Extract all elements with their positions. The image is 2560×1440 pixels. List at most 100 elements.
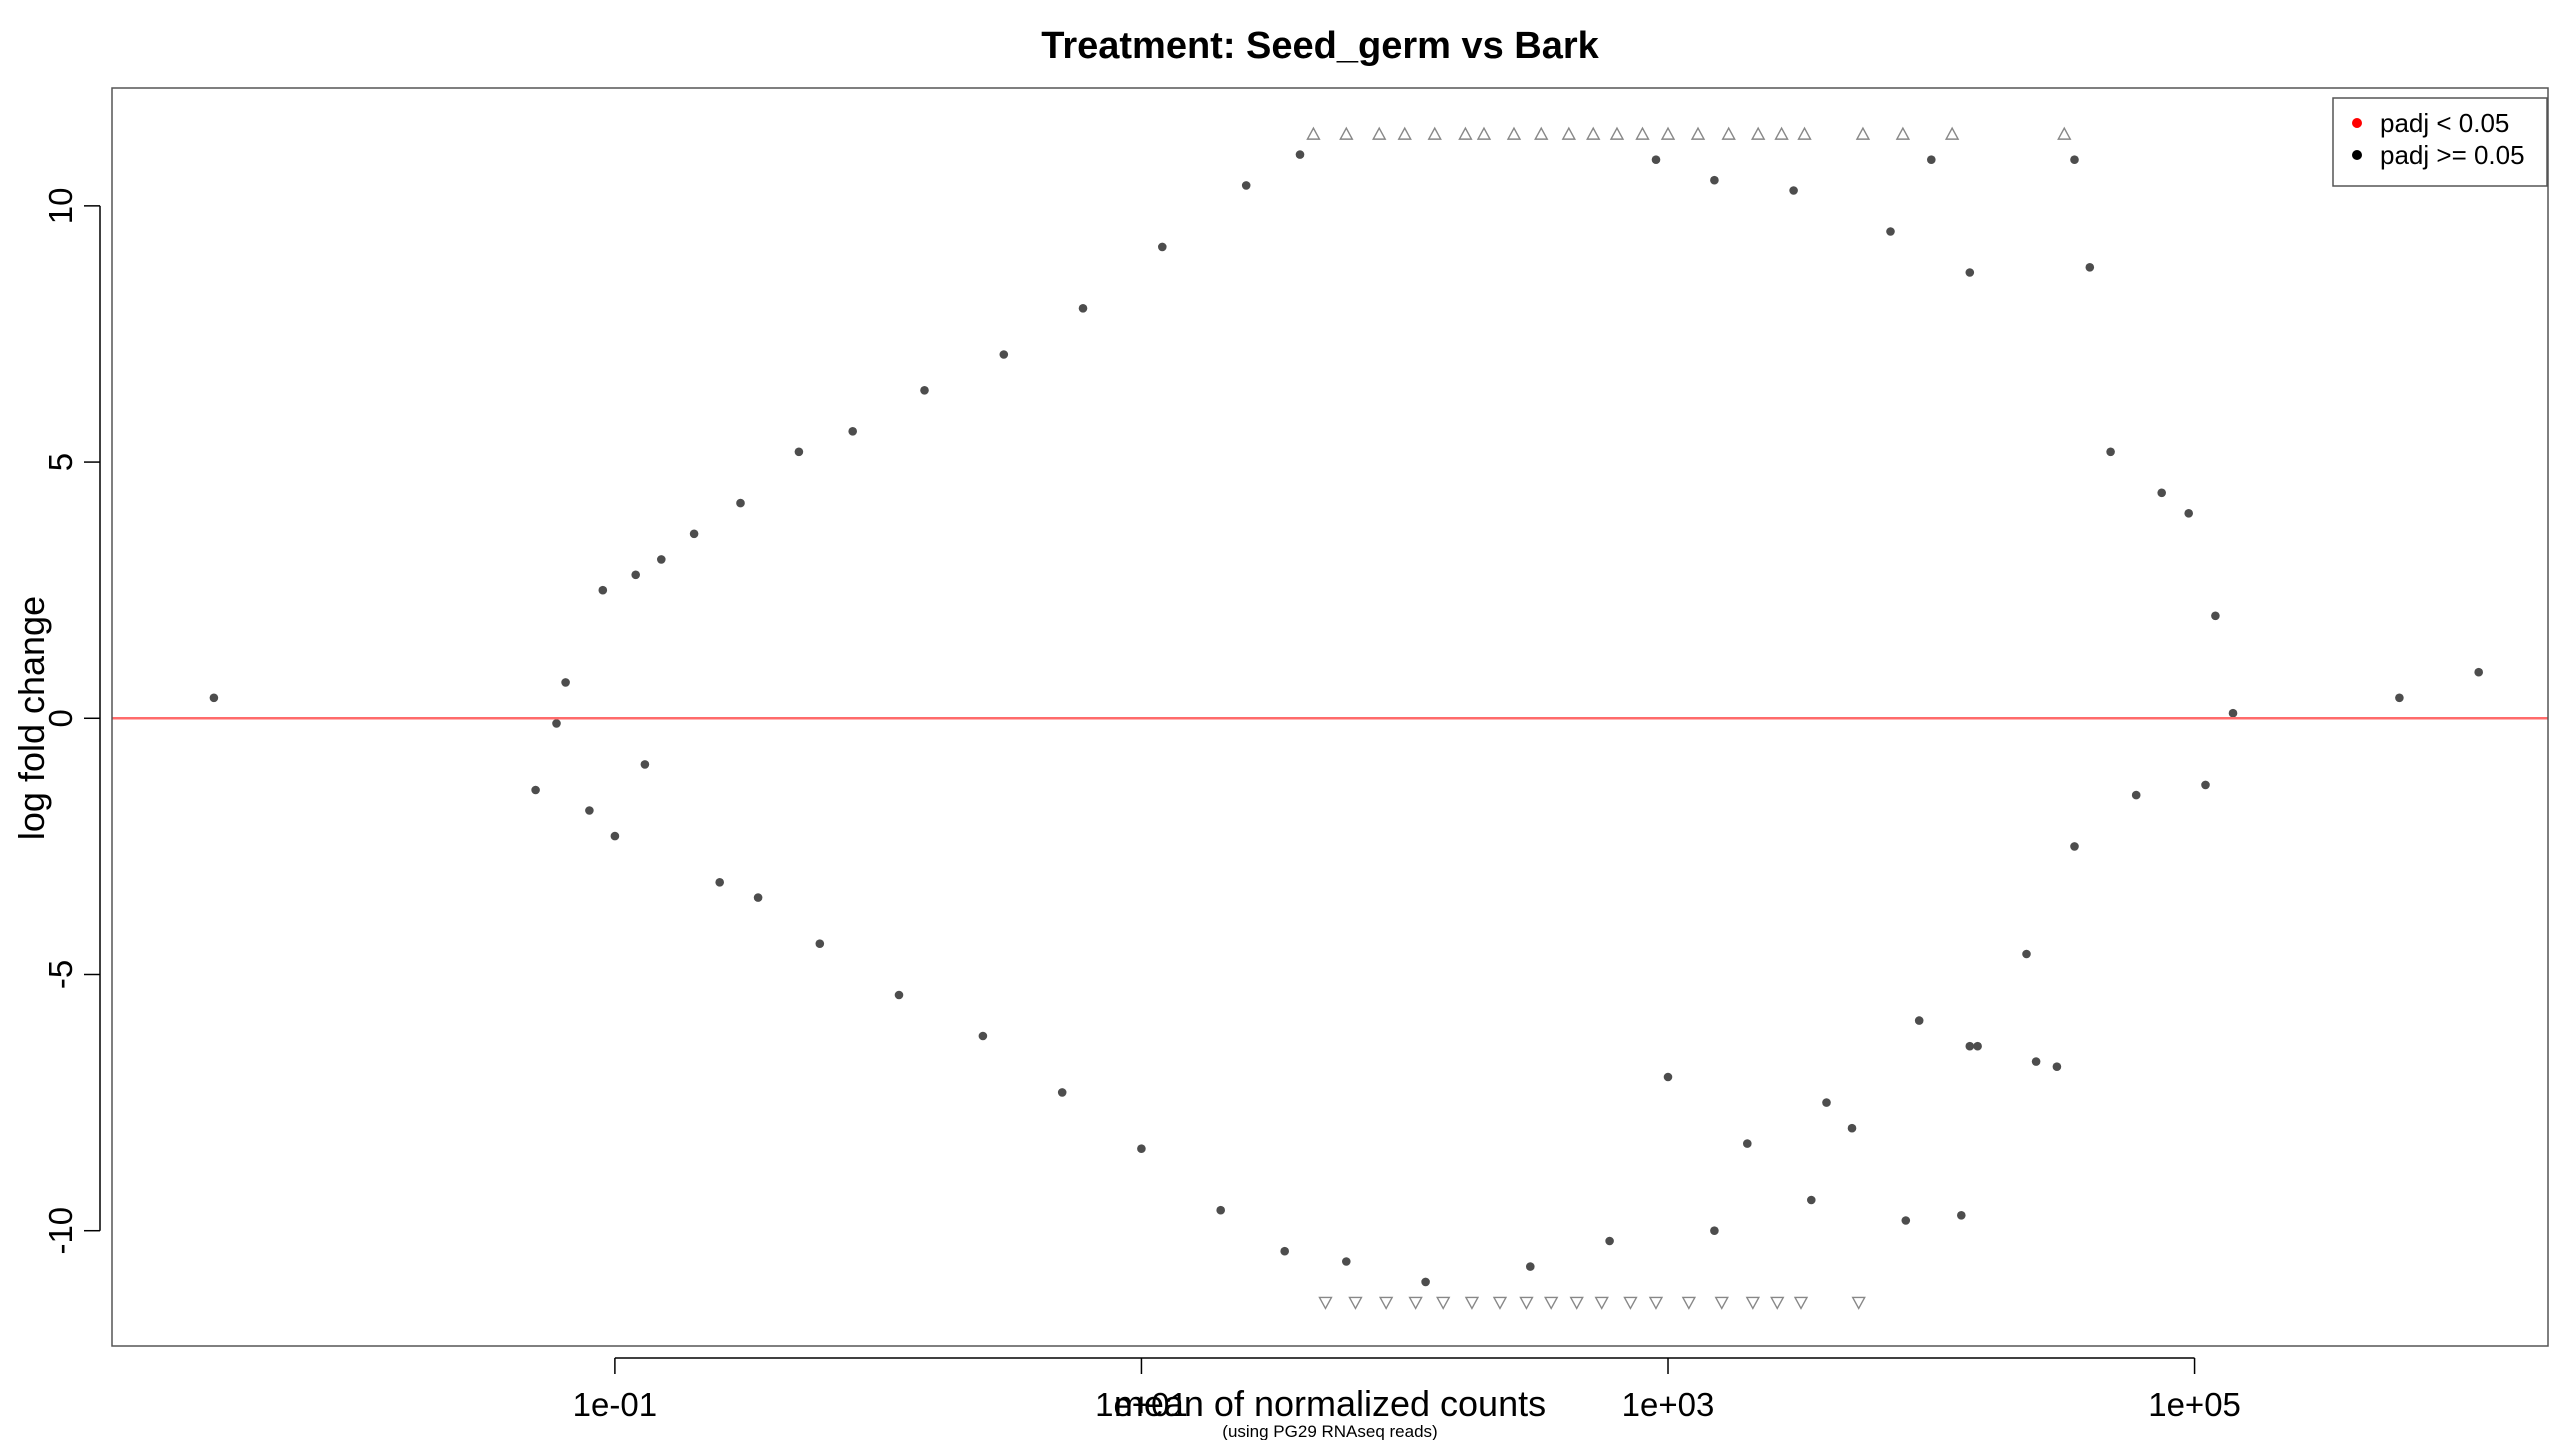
x-axis-subtitle: (using PG29 RNAseq reads) (1222, 1422, 1437, 1440)
data-point (2052, 1062, 2062, 1071)
data-point (1342, 1257, 1351, 1266)
clipped-down-marker (1851, 1296, 1866, 1310)
data-point (1241, 181, 1251, 190)
clipped-up-marker (1895, 126, 1911, 140)
legend-marker-significant (2352, 118, 2362, 128)
data-point (1847, 1123, 1857, 1133)
data-point (1973, 1041, 1982, 1051)
clipped-down-marker (1408, 1296, 1423, 1310)
data-point (2022, 949, 2031, 959)
data-point (2474, 667, 2483, 677)
data-point (2228, 708, 2238, 718)
data-point (2211, 611, 2220, 621)
clipped-markers-layer (1306, 126, 2072, 1310)
data-point (1822, 1098, 1831, 1107)
clipped-down-marker (1492, 1296, 1508, 1310)
legend-label-significant: padj < 0.05 (2380, 108, 2509, 138)
data-point (1295, 150, 1305, 159)
data-point (2201, 780, 2210, 790)
y-tick-label: 0 (42, 709, 79, 727)
data-point (2070, 155, 2079, 164)
clipped-down-marker (1318, 1296, 1333, 1310)
clipped-up-marker (1944, 126, 1960, 140)
data-point (1901, 1216, 1911, 1225)
x-axis: 1e-01 1e+01 1e+03 1e+05 (573, 1357, 2241, 1423)
clipped-down-marker (1745, 1296, 1761, 1310)
data-point (1057, 1088, 1067, 1097)
data-point (1526, 1262, 1535, 1271)
data-point (1663, 1072, 1673, 1082)
clipped-down-marker (1793, 1296, 1809, 1310)
data-point (640, 760, 650, 769)
data-point (2184, 509, 2193, 518)
clipped-down-marker (1436, 1296, 1451, 1310)
data-point (1886, 227, 1895, 236)
chart-title: Treatment: Seed_germ vs Bark (1041, 25, 1599, 67)
clipped-up-marker (1690, 126, 1706, 140)
clipped-down-marker (1594, 1296, 1609, 1310)
x-tick-label: 1e+01 (1095, 1386, 1188, 1423)
x-tick-label: 1e+03 (1622, 1386, 1715, 1423)
y-axis: -10 -5 0 5 10 (42, 187, 101, 1255)
clipped-up-marker (1561, 126, 1576, 140)
data-point (585, 806, 594, 815)
data-point (552, 719, 561, 728)
legend-box (2332, 97, 2548, 187)
clipped-down-marker (1348, 1296, 1363, 1310)
clipped-down-marker (1681, 1296, 1697, 1310)
data-point (1957, 1211, 1966, 1220)
legend-marker-nonsignificant (2352, 150, 2362, 160)
data-point (2085, 263, 2095, 272)
x-tick-label: 1e-01 (573, 1386, 657, 1423)
y-tick-label: 10 (42, 187, 79, 224)
clipped-down-marker (1648, 1296, 1664, 1310)
data-point (1743, 1139, 1752, 1148)
clipped-up-marker (1750, 126, 1766, 140)
data-point (1651, 155, 1661, 164)
x-tick-label: 1e+05 (2148, 1386, 2241, 1423)
data-point (1137, 1144, 1146, 1153)
clipped-up-marker (1855, 126, 1871, 140)
clipped-up-marker (1476, 126, 1492, 140)
clipped-up-marker (1797, 126, 1812, 140)
data-point (2157, 488, 2166, 498)
data-point (631, 570, 640, 580)
data-point (1280, 1246, 1289, 1256)
y-axis-label: log fold change (11, 596, 52, 840)
data-point (2131, 790, 2141, 800)
clipped-up-marker (1774, 126, 1789, 140)
clipped-up-marker (1586, 126, 1601, 140)
data-point (2031, 1057, 2041, 1066)
clipped-up-marker (1427, 126, 1442, 140)
data-point (1078, 304, 1088, 313)
data-point (1789, 186, 1798, 195)
clipped-down-marker (1770, 1296, 1785, 1310)
y-tick-label: -5 (42, 960, 79, 989)
data-point (1158, 242, 1167, 252)
data-point (657, 555, 666, 564)
y-tick-label: -10 (42, 1207, 79, 1255)
data-point (1927, 155, 1936, 164)
data-point (1605, 1236, 1614, 1246)
data-point (209, 693, 219, 703)
y-tick-label: 5 (42, 453, 79, 471)
data-point (736, 498, 745, 508)
data-point (1710, 1226, 1719, 1235)
x-axis-label: mean of normalized counts (1114, 1383, 1546, 1424)
clipped-up-marker (1306, 126, 1321, 140)
clipped-up-marker (1534, 126, 1549, 140)
data-point (848, 427, 857, 436)
clipped-down-marker (1714, 1296, 1729, 1310)
data-point (1965, 268, 1975, 277)
data-point (920, 386, 929, 395)
clipped-up-marker (1506, 126, 1522, 140)
data-point (531, 785, 540, 795)
clipped-up-marker (2057, 126, 2072, 140)
clipped-down-marker (1569, 1296, 1584, 1310)
data-point (999, 350, 1009, 359)
clipped-down-marker (1544, 1296, 1559, 1310)
data-point (610, 831, 620, 841)
clipped-down-marker (1519, 1296, 1534, 1310)
